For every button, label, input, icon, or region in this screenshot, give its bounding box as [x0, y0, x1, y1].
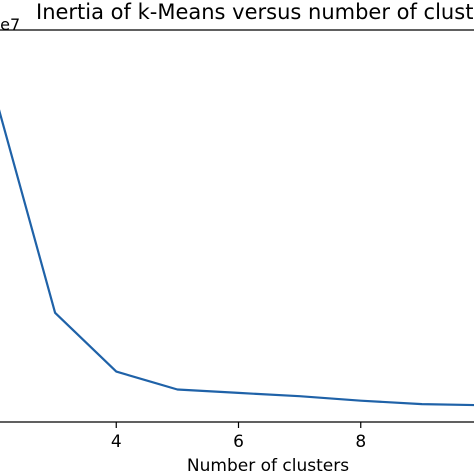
inertia-series-line [0, 109, 474, 407]
chart-title: Inertia of k-Means versus number of clus… [36, 0, 474, 24]
x-tick-label: 8 [355, 432, 366, 452]
x-tick-label: 4 [111, 432, 122, 452]
axes-frame [0, 29, 474, 423]
y-offset-label: 1e7 [0, 15, 20, 34]
x-ticks: 4 6 8 [111, 422, 366, 452]
x-axis-label: Number of clusters [187, 456, 349, 474]
x-tick-label: 6 [233, 432, 244, 452]
